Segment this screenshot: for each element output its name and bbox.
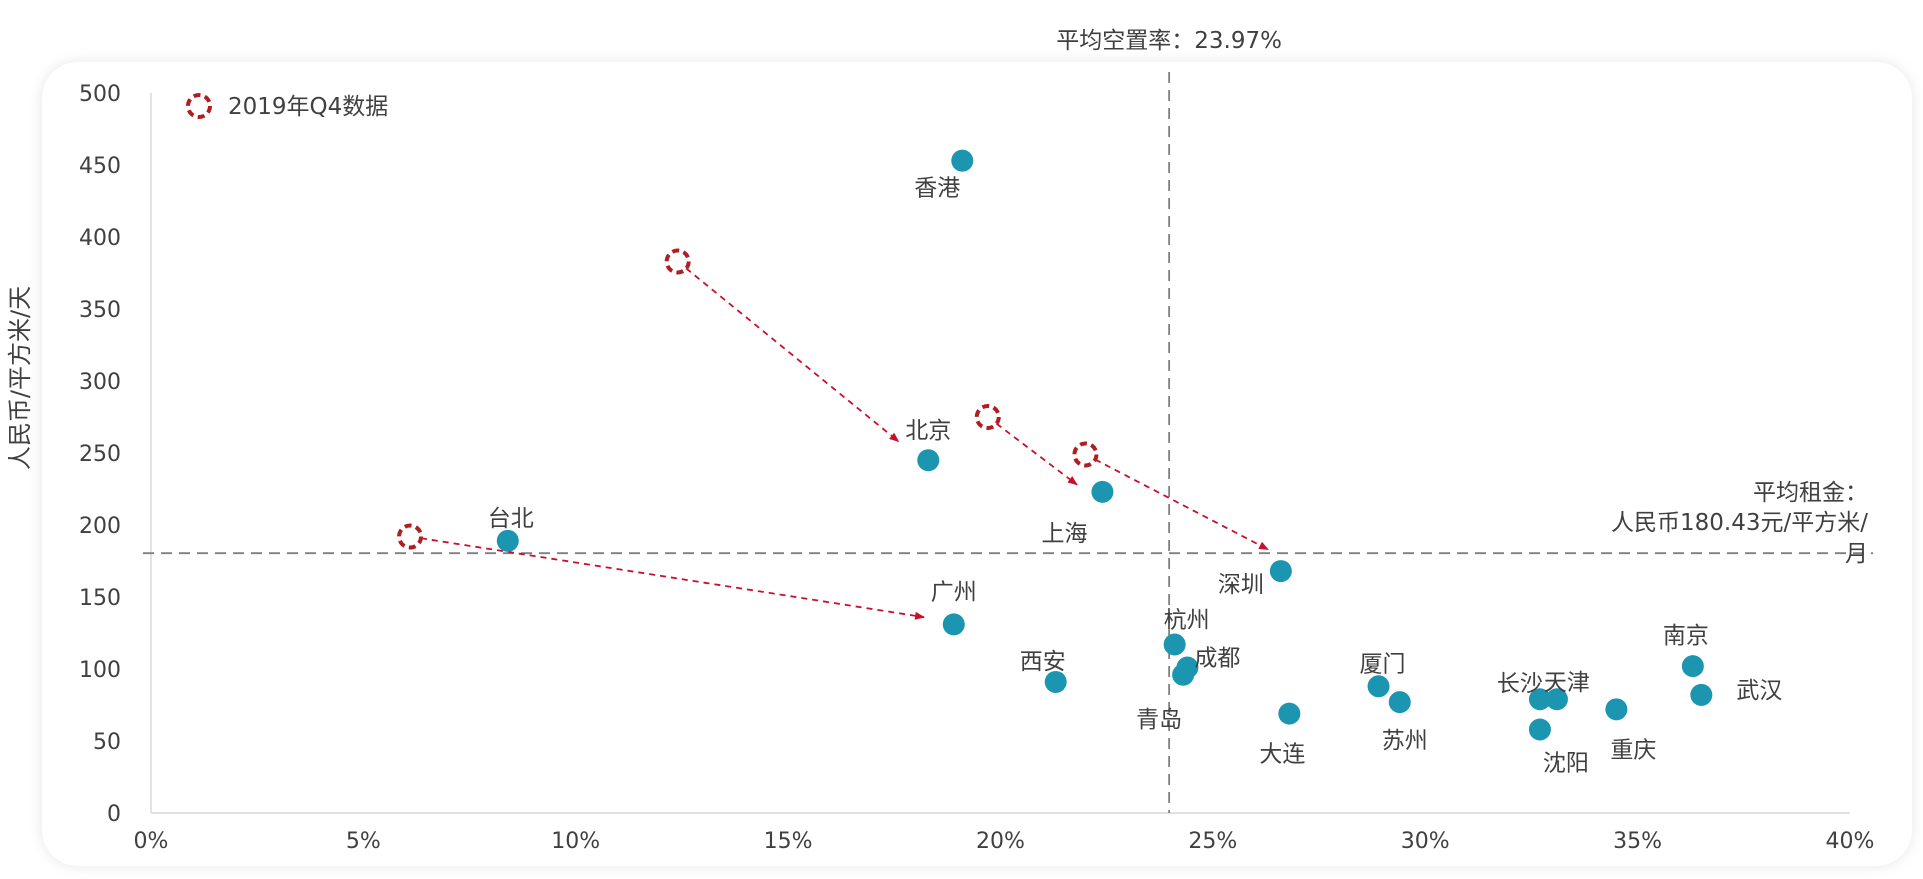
y-tick-label: 350: [79, 298, 121, 323]
y-tick-label: 100: [79, 658, 121, 683]
chart-card: [42, 62, 1912, 866]
city-point: [942, 613, 965, 636]
y-tick-label: 250: [79, 442, 121, 467]
q4-point: [664, 248, 691, 275]
x-tick-label: 30%: [1401, 829, 1450, 854]
movement-arrow: [1085, 453, 1269, 551]
x-tick-label: 40%: [1826, 829, 1875, 854]
city-point: [917, 449, 940, 472]
reference-lines: 平均空置率：23.97% 平均租金： 人民币180.43元/平方米/月: [143, 28, 1873, 813]
x-tick-label: 0%: [134, 829, 169, 854]
city-point: [1690, 683, 1713, 706]
city-label: 南京: [1663, 623, 1709, 649]
city-label: 青岛: [1136, 707, 1182, 733]
city-label: 沈阳: [1543, 750, 1589, 776]
city-label: 厦门: [1360, 651, 1406, 677]
y-tick-label: 150: [79, 586, 121, 611]
movement-arrow: [409, 535, 926, 620]
city-label: 香港: [914, 176, 960, 202]
y-tick-label: 400: [79, 226, 121, 251]
y-tick-label: 200: [79, 514, 121, 539]
x-tick-label: 35%: [1613, 829, 1662, 854]
y-axis-label: 人民币/平方米/天: [6, 286, 34, 470]
city-series: [496, 149, 1713, 741]
legend: 2019年Q4数据: [186, 93, 388, 120]
q4-series: [397, 248, 1099, 550]
avg-rent-label-line: 人民币180.43元/平方米/: [1611, 510, 1868, 536]
city-label: 苏州: [1382, 728, 1428, 754]
avg-rent-label-line: 月: [1845, 541, 1868, 567]
city-point: [1545, 688, 1568, 711]
city-point: [951, 149, 974, 172]
legend-label: 2019年Q4数据: [228, 94, 388, 120]
q4-point: [1072, 441, 1099, 468]
city-point: [496, 529, 519, 552]
city-label: 深圳: [1218, 572, 1264, 598]
city-label: 长沙: [1497, 671, 1543, 697]
x-tick-label: 15%: [764, 829, 813, 854]
x-tick-label: 5%: [346, 829, 381, 854]
avg-vacancy-label: 平均空置率：23.97%: [1056, 28, 1282, 54]
city-point: [1278, 702, 1301, 725]
q4-point: [397, 523, 424, 550]
city-point: [1091, 480, 1114, 503]
city-point: [1388, 691, 1411, 714]
city-label: 广州: [931, 579, 977, 605]
x-tick-label: 20%: [976, 829, 1025, 854]
movement-arrow: [677, 260, 900, 443]
q4-point: [974, 404, 1001, 430]
city-point: [1269, 560, 1292, 583]
city-label: 天津: [1544, 670, 1590, 696]
city-label: 大连: [1259, 742, 1305, 768]
y-tick-label: 0: [107, 802, 121, 827]
city-point: [1163, 633, 1186, 656]
city-point: [1528, 718, 1551, 741]
movement-arrows: [409, 260, 1269, 620]
city-point: [1681, 655, 1704, 678]
legend-marker: [186, 93, 212, 119]
city-point: [1528, 688, 1551, 711]
city-point: [1044, 670, 1067, 693]
y-tick-label: 450: [79, 154, 121, 179]
city-label: 台北: [488, 506, 534, 532]
axes: 0% 5% 10% 15% 20% 25% 30% 35% 40% 0 50 100 150 200 250…: [79, 82, 1874, 854]
y-tick-label: 500: [79, 82, 121, 107]
x-tick-label: 10%: [551, 829, 600, 854]
movement-arrow: [987, 416, 1078, 486]
city-label: 西安: [1020, 649, 1066, 675]
avg-rent-label-line: 平均租金：: [1753, 480, 1868, 506]
city-point: [1605, 698, 1628, 721]
city-label: 北京: [905, 418, 951, 444]
city-label: 武汉: [1736, 678, 1782, 704]
city-label: 上海: [1041, 521, 1087, 547]
city-point: [1172, 663, 1195, 686]
y-tick-label: 50: [93, 730, 121, 755]
x-tick-label: 25%: [1188, 829, 1237, 854]
city-label: 成都: [1194, 646, 1240, 672]
y-tick-label: 300: [79, 370, 121, 395]
city-label: 杭州: [1164, 608, 1210, 634]
city-label: 重庆: [1610, 737, 1656, 763]
city-point: [1367, 675, 1390, 698]
